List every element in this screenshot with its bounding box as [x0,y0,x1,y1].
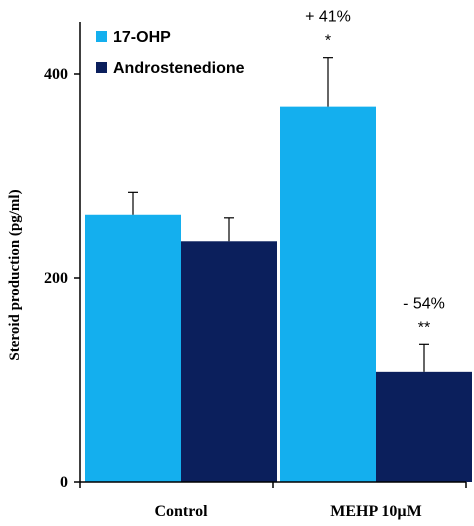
significance-stars: * [325,33,331,50]
annotation-percent: + 41% [305,9,351,26]
plot-area: + 41% * - 54% ** 0 200 400 Control MEHP 10µM [44,9,472,520]
category-label-control: Control [154,503,208,520]
significance-stars: ** [418,319,430,336]
bar-17ohp-mehp [280,106,376,482]
y-tick-label: 400 [44,66,68,83]
bar-17ohp-control [85,214,181,482]
y-axis-label: Steroid production (pg/ml) [7,189,23,360]
legend-swatch-androstenedione [96,62,107,73]
bar-androstenedione-control [181,241,277,482]
bar-androstenedione-mehp [376,371,472,482]
legend-label-androstenedione: Androstenedione [113,60,245,77]
annotation-percent: - 54% [403,295,445,312]
y-tick-label: 0 [60,474,68,491]
category-label-mehp: MEHP 10µM [330,503,421,520]
legend-label-17ohp: 17-OHP [113,29,171,46]
legend: 17-OHP Androstenedione [96,29,245,77]
legend-swatch-17ohp [96,31,107,42]
y-tick-label: 200 [44,270,68,287]
